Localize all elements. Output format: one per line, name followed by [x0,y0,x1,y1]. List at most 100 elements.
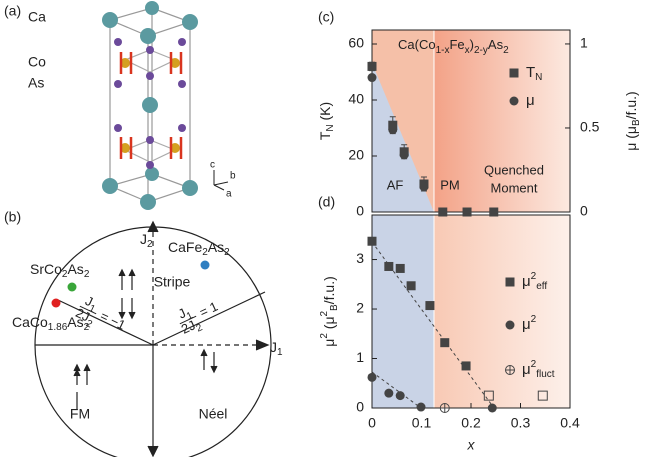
annotation: Quenched [484,162,544,177]
atom-label: As [28,75,44,91]
text-part: fluct [536,369,555,380]
marker [384,261,394,271]
legend-marker [505,277,515,287]
text-part: 2 [531,314,537,325]
legend-marker [509,96,519,106]
panel-label: (a) [4,3,21,19]
x-tick-label: 0.2 [461,415,481,431]
marker [395,263,405,273]
text-part: 2 [202,247,208,258]
atom-label: Ca [28,9,46,25]
text-part: 2 [319,310,330,316]
text-part: T [526,64,535,81]
text-part: 2-y [474,45,488,56]
marker [367,372,377,382]
marker [367,236,377,246]
y-tick-label: 3 [356,250,364,266]
text-part: As [67,261,83,277]
text-part: /f.u.) [321,276,337,304]
y2-tick-label: 0.5 [580,119,600,135]
text-part: 2 [84,269,90,280]
marker [537,390,548,401]
region-label: Stripe [154,274,191,290]
annotation: Moment [491,180,538,195]
text-part: As [208,239,224,255]
text-part: μ [526,92,535,109]
y2-axis-label: μ (μB/f.u.) [623,91,642,150]
legend-label: μ [526,92,535,109]
text-part: J [270,339,277,355]
y-tick-label: 2 [356,300,364,316]
text-part: B [631,119,642,126]
legend-label: TN [526,64,542,83]
marker [388,125,398,135]
text-part: 1 [277,347,283,358]
text-part: Fe [449,37,464,52]
text-part: SrCo [30,261,62,277]
text-part: 2 [62,269,68,280]
text-part: 2 [531,271,537,282]
text-part: x [465,45,470,56]
text-part: 1 [87,303,97,316]
y2-tick-label: 1 [580,35,588,51]
text-part: μ [522,361,531,378]
x-tick-label: 0.4 [560,415,580,431]
phase-diagram [34,220,272,457]
legend-marker [505,365,515,375]
annotation: AF [387,177,404,192]
text-part: (μ [321,316,337,333]
text-part: μ [522,273,531,290]
text-part: J [140,231,147,247]
x-tick-label: 0.3 [511,415,531,431]
ratio-den: 2J2 [72,305,98,330]
text-part: (K) [317,102,333,125]
panel-label: (b) [4,209,21,225]
text-part: 2 [195,322,205,335]
marker [406,281,416,291]
chart-title: Ca(Co1-xFex)2-yAs2 [398,37,509,55]
marker [439,403,450,413]
ratio-eq: = −1 [98,308,128,333]
marker [395,391,405,401]
marker [461,361,471,371]
legend-label: μ2 [522,314,537,333]
axis-label: c [210,160,215,171]
marker [487,403,497,413]
legend-marker [505,320,515,330]
text-part: μ [522,316,531,333]
phase-shading [371,29,571,409]
text-part: 1 [185,310,195,323]
compound-label: SrCo2As2 [30,261,90,280]
x-tick-label: 0 [368,415,376,431]
marker [438,207,448,217]
compound-label: CaCo1.86As2 [12,314,90,333]
text-part: 1-x [436,45,450,56]
y-tick-label: 20 [348,147,364,163]
region-label: FM [70,406,90,422]
text-part: 2J [73,305,92,324]
phase-points [51,260,210,308]
text-part: ) [470,37,474,52]
atom-label: Co [28,54,46,70]
x-axis-label: x [467,437,476,453]
text-part: CaFe [168,239,202,255]
y-tick-label: 0 [356,203,364,219]
marker [416,402,426,412]
panel-label: (d) [318,194,335,210]
axis-label: a [226,189,232,200]
marker [367,61,377,71]
compound-label: CaFe2As2 [168,239,230,258]
text-part: μ ( [623,134,639,151]
y-tick-label: 40 [348,91,364,107]
text-part: eff [536,281,547,292]
text-part: 2J [179,318,198,337]
text-part: μ [623,126,639,134]
atoms [102,1,229,210]
text-part: /f.u.) [623,91,639,119]
text-part: 2 [84,318,94,331]
marker [419,182,429,192]
fraction-bar [79,305,97,315]
legend-label: μ2eff [522,271,547,292]
